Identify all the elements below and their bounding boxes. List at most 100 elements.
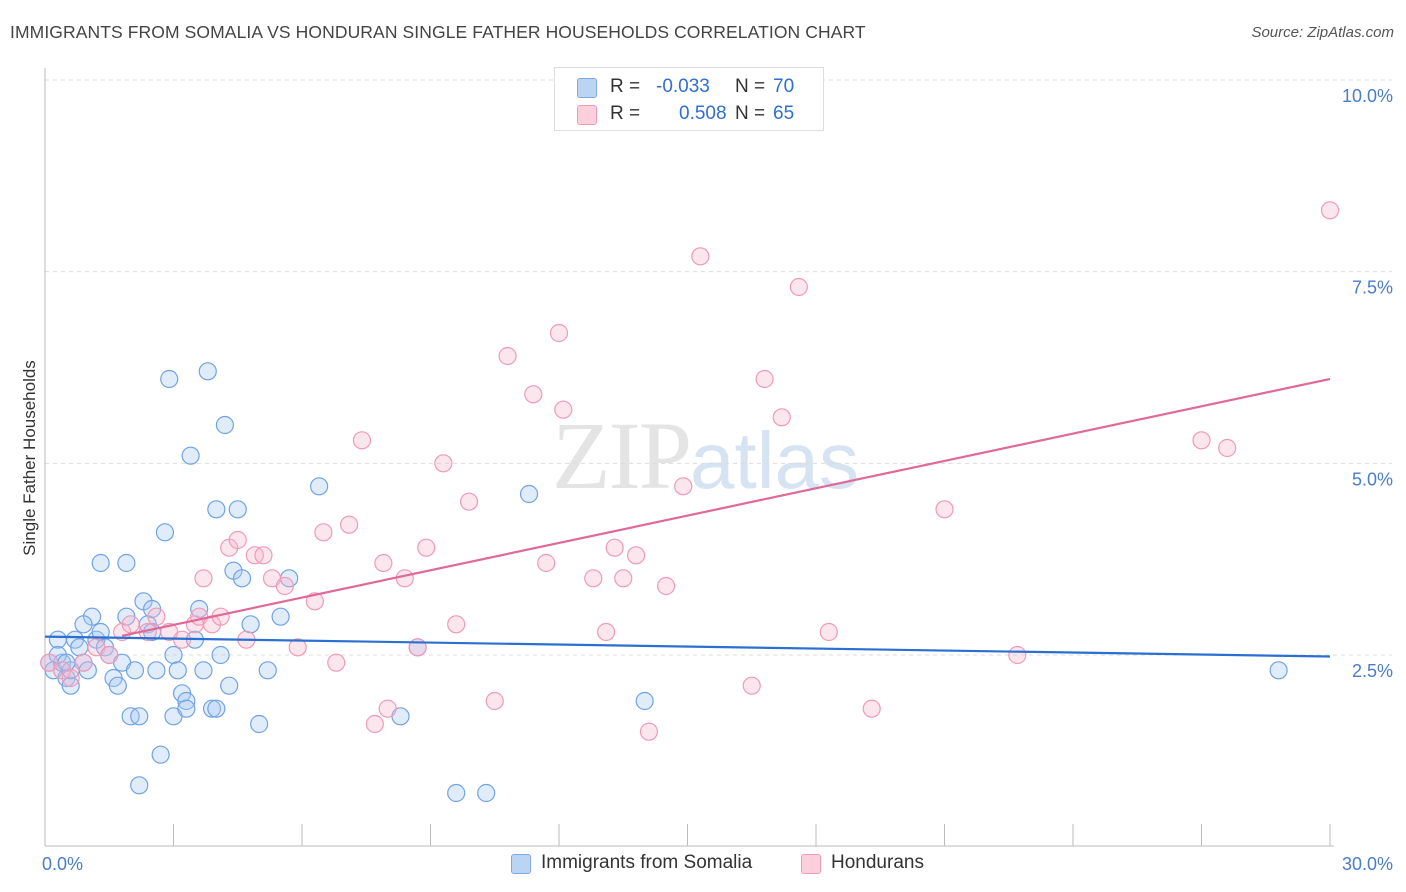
hondurans-point-36: [434, 454, 453, 473]
hondurans-point-58: [819, 622, 838, 642]
somalia-point-58: [635, 691, 654, 711]
somalia-point-34: [181, 446, 200, 465]
somalia-point-26: [147, 661, 166, 680]
somalia-point-63: [91, 553, 110, 573]
correlation-legend: R = -0.033 N = 70 R = 0.508 N = 65: [554, 67, 824, 131]
y-tick-label-0: 2.5%: [1352, 661, 1393, 681]
somalia-point-49: [258, 661, 277, 680]
somalia-point-28: [155, 523, 175, 542]
hondurans-point-51: [656, 576, 676, 596]
somalia-point-29: [160, 369, 179, 389]
somalia-point-40: [207, 500, 226, 519]
somalia-point-52: [310, 477, 329, 496]
legend-swatch-somalia: [577, 78, 597, 98]
hondurans-point-54: [742, 676, 761, 695]
hondurans-point-59: [862, 699, 881, 718]
hondurans-point-55: [755, 369, 774, 389]
y-tick-label-2: 7.5%: [1352, 278, 1393, 298]
somalia-point-8: [70, 638, 89, 657]
hondurans-point-39: [485, 691, 504, 711]
hondurans-point-33: [395, 569, 414, 588]
hondurans-point-53: [691, 247, 710, 266]
somalia-point-64: [117, 553, 136, 573]
y-axis-label: Single Father Households: [20, 360, 39, 556]
somalia-point-42: [215, 415, 234, 435]
chart-source: Source: ZipAtlas.com: [1251, 24, 1394, 41]
hondurans-point-31: [374, 553, 393, 573]
somalia-point-56: [477, 783, 496, 803]
hondurans-point-42: [537, 553, 556, 573]
hondurans-point-43: [549, 323, 569, 343]
x-tick-label-1: 30.0%: [1342, 854, 1393, 874]
grid-lines: [45, 79, 1392, 656]
hondurans-point-5: [100, 645, 119, 665]
hondurans-point-21: [254, 546, 273, 565]
hondurans-point-60: [935, 500, 954, 519]
y-tick-label-1: 5.0%: [1352, 469, 1393, 489]
hondurans-point-61: [1008, 645, 1027, 665]
tick-labels: 2.5% 5.0% 7.5% 10.0% 0.0% 30.0%: [42, 86, 1393, 874]
somalia-point-46: [232, 569, 252, 588]
hondurans-point-3: [74, 653, 93, 672]
hondurans-point-52: [674, 477, 693, 496]
somalia-point-50: [271, 607, 290, 626]
hondurans-point-14: [194, 569, 213, 588]
somalia-point-47: [241, 615, 260, 634]
bottom-legend-swatch-hondurans: [801, 854, 821, 874]
somalia-point-41: [211, 645, 230, 665]
hondurans-trend-line: [121, 377, 1331, 637]
hondurans-point-56: [772, 408, 791, 427]
somalia-point-55: [447, 783, 466, 803]
hondurans-point-63: [1218, 438, 1237, 458]
hondurans-point-48: [614, 569, 633, 588]
hondurans-point-27: [327, 653, 346, 672]
series-hondurans-points: [40, 201, 1340, 741]
somalia-point-5: [61, 676, 80, 695]
somalia-point-22: [130, 707, 149, 726]
x-tick-label-0: 0.0%: [42, 854, 83, 874]
hondurans-point-50: [639, 722, 659, 741]
hondurans-point-29: [352, 431, 372, 450]
somalia-point-59: [1269, 661, 1288, 680]
somalia-point-27: [151, 745, 170, 764]
somalia-point-39: [202, 699, 222, 718]
chart-title: IMMIGRANTS FROM SOMALIA VS HONDURAN SING…: [10, 22, 866, 42]
bottom-legend-label-somalia: Immigrants from Somalia: [541, 852, 753, 873]
trend-lines: [44, 377, 1331, 658]
somalia-point-17: [108, 676, 127, 695]
hondurans-point-44: [554, 400, 573, 419]
axes: [44, 68, 1334, 847]
somalia-point-30: [164, 645, 183, 665]
legend-r-label: R =: [610, 103, 641, 124]
legend-n-label: N =: [735, 76, 766, 97]
somalia-point-57: [519, 484, 539, 504]
watermark-atlas: atlas: [690, 416, 859, 505]
somalia-point-37: [194, 661, 213, 680]
hondurans-point-35: [417, 538, 436, 557]
legend-swatch-hondurans: [577, 105, 597, 125]
series-somalia-points: [40, 362, 1288, 803]
hondurans-point-57: [789, 277, 808, 297]
hondurans-point-30: [365, 714, 384, 734]
hondurans-point-46: [597, 622, 616, 642]
hondurans-point-49: [626, 546, 646, 565]
hondurans-point-47: [605, 538, 624, 557]
hondurans-point-2: [61, 668, 80, 688]
hondurans-point-40: [498, 346, 517, 366]
bottom-legend-label-hondurans: Hondurans: [831, 852, 924, 873]
somalia-point-43: [220, 676, 239, 695]
watermark-zip: ZIP: [552, 402, 692, 509]
hondurans-point-37: [447, 615, 466, 634]
somalia-point-69: [207, 699, 226, 718]
hondurans-point-9: [147, 607, 166, 626]
somalia-point-21: [125, 661, 145, 680]
somalia-point-38: [198, 362, 217, 381]
legend-n-value: 65: [773, 103, 795, 124]
hondurans-point-25: [305, 592, 324, 611]
hondurans-point-32: [378, 699, 397, 718]
hondurans-point-18: [228, 530, 247, 550]
hondurans-point-23: [275, 576, 294, 596]
somalia-point-33: [177, 691, 196, 711]
legend-r-value: -0.033: [656, 76, 710, 97]
